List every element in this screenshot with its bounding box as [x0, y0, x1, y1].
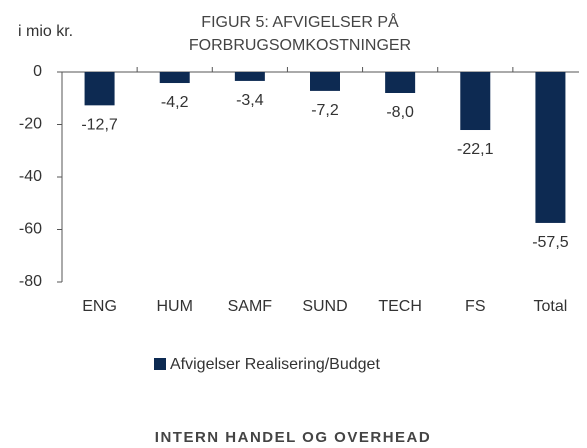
- y-tick-label: -80: [19, 273, 42, 290]
- data-label: -57,5: [532, 234, 569, 251]
- data-label: -8,0: [386, 104, 414, 121]
- data-label: -12,7: [81, 117, 118, 134]
- data-label: -7,2: [311, 102, 339, 119]
- data-label: -22,1: [457, 141, 494, 158]
- data-label: -4,2: [161, 94, 189, 111]
- bar: [159, 72, 190, 84]
- legend-swatch: [154, 358, 166, 370]
- bar: [460, 72, 491, 131]
- x-tick-label: Total: [534, 298, 568, 315]
- bar: [310, 72, 340, 91]
- x-tick-label: TECH: [378, 298, 422, 315]
- data-label: -3,4: [236, 92, 264, 109]
- x-tick-label: SAMF: [228, 298, 273, 315]
- y-tick-label: -20: [19, 116, 42, 133]
- chart-title: FORBRUGSOMKOSTNINGER: [189, 37, 411, 54]
- y-tick-label: 0: [33, 63, 42, 80]
- y-tick-label: -40: [19, 168, 42, 185]
- x-tick-label: ENG: [82, 298, 117, 315]
- bar: [535, 72, 566, 223]
- y-tick-label: -60: [19, 221, 42, 238]
- legend-label: Afvigelser Realisering/Budget: [170, 356, 380, 373]
- chart-title: FIGUR 5: AFVIGELSER PÅ: [201, 12, 399, 31]
- bar: [84, 72, 115, 106]
- x-tick-label: HUM: [156, 298, 192, 315]
- x-tick-label: SUND: [302, 298, 347, 315]
- bar: [234, 72, 265, 81]
- y-axis-label: i mio kr.: [18, 23, 73, 40]
- bar: [385, 72, 416, 93]
- x-tick-label: FS: [465, 298, 485, 315]
- section-heading: INTERN HANDEL OG OVERHEAD: [155, 429, 431, 446]
